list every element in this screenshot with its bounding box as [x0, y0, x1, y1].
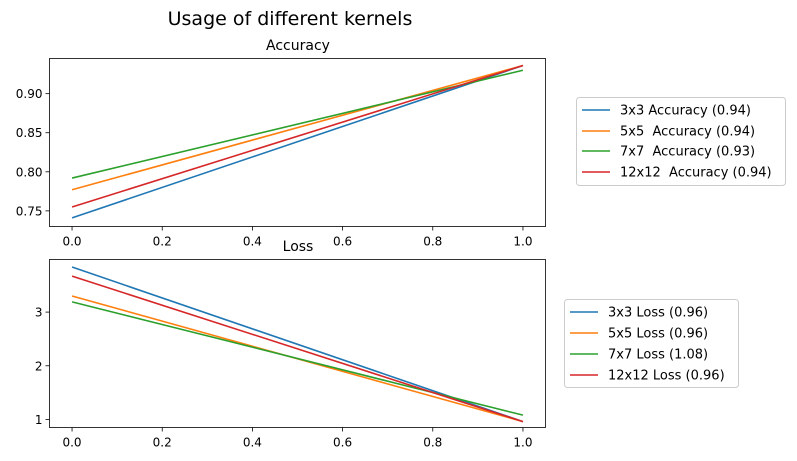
loss-subplot-title: Loss: [283, 239, 314, 255]
accuracy-subplot: Accuracy 0.0 0.2 0.4 0.6 0.8 1.00.750.800.850…: [16, 38, 546, 249]
loss-x-tick-label: 1.0: [513, 436, 532, 450]
accuracy-series-line-4: [71, 64, 524, 208]
accuracy-x-tick-label: 0.4: [243, 235, 262, 249]
legend-label-3x3-accuracy: 3x3 Accuracy (0.94): [620, 104, 751, 119]
loss-series-line-4: [71, 275, 524, 423]
accuracy-legend: 3x3 Accuracy (0.94) 5x5 Accuracy (0.94) …: [576, 97, 786, 186]
loss-y-tick-label: 3: [35, 306, 43, 320]
legend-label-5x5-loss: 5x5 Loss (0.96): [608, 327, 708, 342]
accuracy-legend-box: [576, 97, 786, 186]
figure-title: Usage of different kernels: [168, 8, 413, 30]
loss-x-tick-label: 0.8: [423, 436, 442, 450]
loss-x-tick-label: 0.4: [243, 436, 262, 450]
accuracy-x-tick-label: 0.8: [423, 235, 442, 249]
accuracy-subplot-title: Accuracy: [266, 38, 330, 54]
loss-y-tick-label: 1: [35, 413, 43, 427]
accuracy-x-tick-label: 1.0: [513, 235, 532, 249]
accuracy-series-line-3: [71, 69, 524, 179]
loss-subplot: Loss 0.0 0.2 0.4 0.6 0.8 1.0 1 2 3: [35, 239, 546, 450]
accuracy-x-tick-label: 0.0: [62, 235, 81, 249]
accuracy-series-line-2: [71, 64, 524, 191]
legend-label-12x12-loss: 12x12 Loss (0.96): [608, 369, 725, 384]
accuracy-x-tick-label: 0.6: [333, 235, 352, 249]
legend-label-5x5-accuracy: 5x5 Accuracy (0.94): [620, 125, 755, 140]
loss-plot-area: 0.0 0.2 0.4 0.6 0.8 1.0 1 2 3: [35, 266, 533, 450]
accuracy-axes-frame: [49, 58, 546, 227]
loss-x-tick-label: 0.0: [62, 436, 81, 450]
legend-label-7x7-loss: 7x7 Loss (1.08): [608, 348, 708, 363]
accuracy-y-tick-label: 0.85: [16, 126, 43, 140]
loss-y-tick-label: 2: [35, 359, 43, 373]
loss-axes-frame: [49, 259, 546, 428]
loss-series-line-3: [71, 301, 524, 416]
legend-label-3x3-loss: 3x3 Loss (0.96): [608, 306, 708, 321]
legend-label-12x12-accuracy: 12x12 Accuracy (0.94): [620, 166, 772, 181]
loss-x-tick-label: 0.6: [333, 436, 352, 450]
accuracy-x-tick-label: 0.2: [153, 235, 172, 249]
accuracy-y-tick-label: 0.75: [16, 204, 43, 218]
loss-legend: 3x3 Loss (0.96) 5x5 Loss (0.96) 7x7 Loss…: [564, 299, 739, 388]
loss-legend-box: [564, 299, 739, 388]
accuracy-y-tick-label: 0.90: [16, 87, 43, 101]
loss-x-tick-label: 0.2: [153, 436, 172, 450]
accuracy-series-line-1: [71, 64, 524, 219]
accuracy-plot-area: 0.0 0.2 0.4 0.6 0.8 1.0 0.75 0.80 0.85 0.90: [16, 64, 533, 249]
legend-label-7x7-accuracy: 7x7 Accuracy (0.93): [620, 145, 755, 160]
accuracy-y-tick-label: 0.80: [16, 165, 43, 179]
